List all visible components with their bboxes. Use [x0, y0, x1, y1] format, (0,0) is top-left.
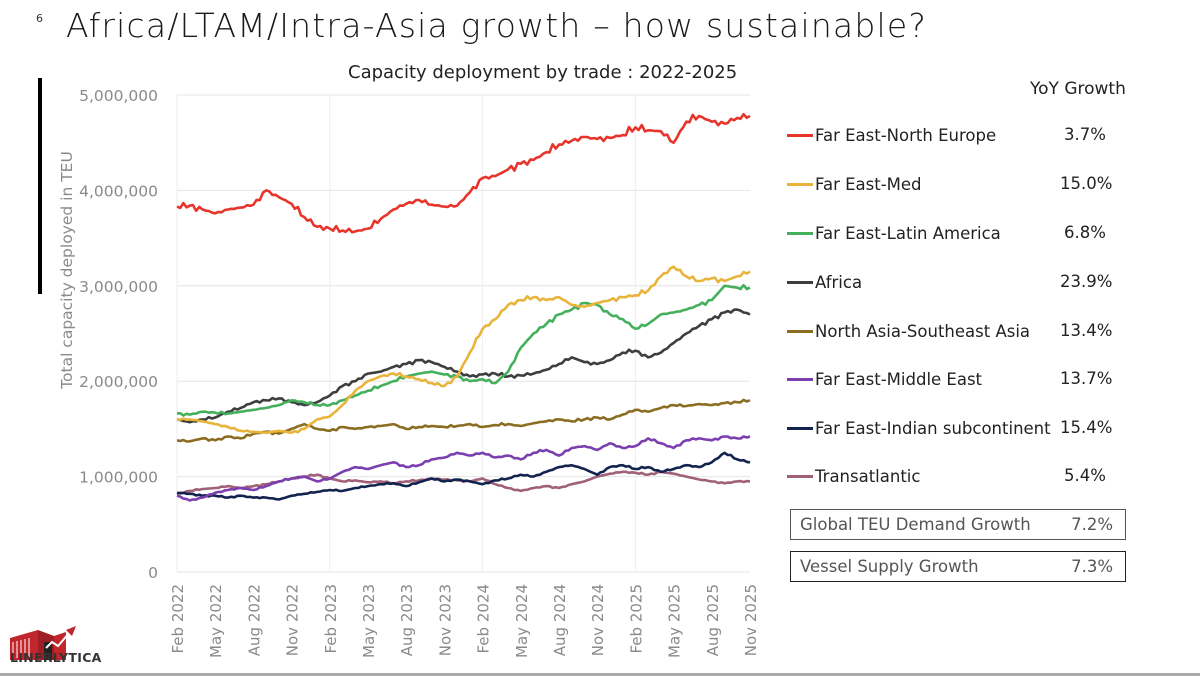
- supply-growth-label: Vessel Supply Growth: [800, 557, 979, 576]
- legend-label: Far East-Indian subcontinent: [815, 418, 1051, 438]
- legend-yoy-value: 15.0%: [1060, 174, 1113, 193]
- demand-growth-value: 7.2%: [1071, 515, 1113, 534]
- x-tick-label: May 2023: [360, 584, 378, 658]
- accent-bar: [38, 78, 42, 294]
- legend-swatch-icon: [787, 426, 813, 430]
- x-tick-label: Feb 2024: [475, 584, 493, 654]
- legend-label: Far East-Latin America: [815, 223, 1001, 243]
- y-tick-label: 2,000,000: [79, 373, 158, 391]
- series-line-north-asia-southeast-asia: [176, 398, 751, 443]
- x-tick-label: Aug 2025: [704, 584, 722, 656]
- legend-item: Far East-Middle East: [787, 368, 982, 390]
- series-line-far-east-latin-america: [176, 283, 751, 417]
- legend-yoy-value: 5.4%: [1064, 466, 1106, 485]
- y-axis-ticks: 0 1,000,000 2,000,000 3,000,000 4,000,000 5,0…: [79, 87, 158, 582]
- x-tick-label: May 2024: [513, 584, 531, 658]
- demand-growth-label: Global TEU Demand Growth: [800, 515, 1031, 534]
- x-tick-label: Aug 2023: [398, 584, 416, 656]
- series-line-far-east-north-europe: [176, 112, 751, 234]
- legend-swatch-icon: [787, 377, 813, 381]
- series-line-africa: [176, 308, 751, 424]
- legend-item: Far East-Indian subcontinent: [787, 417, 1051, 439]
- legend-label: Far East-Middle East: [815, 369, 983, 389]
- y-tick-label: 0: [148, 564, 158, 582]
- legend-swatch-icon: [787, 133, 813, 137]
- legend-swatch-icon: [787, 474, 813, 478]
- legend-yoy-value: 13.7%: [1060, 369, 1113, 388]
- legend-label: Africa: [815, 272, 863, 292]
- series-lines: [176, 112, 751, 502]
- legend-item: Far East-Med: [787, 173, 922, 195]
- y-tick-label: 4,000,000: [79, 182, 158, 200]
- legend-swatch-icon: [787, 182, 813, 186]
- legend-yoy-value: 3.7%: [1064, 125, 1106, 144]
- series-line-far-east-middle-east: [176, 435, 751, 502]
- x-axis-ticks: Feb 2022 May 2022 Aug 2022 Nov 2022 Feb 2023…: [169, 584, 760, 658]
- y-tick-label: 5,000,000: [79, 87, 158, 105]
- legend-swatch-icon: [787, 231, 813, 235]
- x-tick-label: Feb 2025: [627, 584, 645, 654]
- footer-divider: [0, 673, 1200, 676]
- x-tick-label: Nov 2022: [284, 584, 302, 656]
- legend-swatch-icon: [787, 329, 813, 333]
- x-tick-label: Aug 2022: [245, 584, 263, 656]
- series-line-far-east-med: [176, 265, 751, 435]
- legend-item: Far East-Latin America: [787, 222, 1001, 244]
- linerlytica-logo-icon: [10, 626, 76, 660]
- legend-item: Transatlantic: [787, 465, 920, 487]
- legend-yoy-value: 23.9%: [1060, 272, 1113, 291]
- x-tick-label: May 2022: [207, 584, 225, 658]
- x-tick-label: Nov 2023: [436, 584, 454, 656]
- y-tick-label: 1,000,000: [79, 469, 158, 487]
- x-tick-label: Nov 2024: [589, 584, 607, 656]
- grid-lines: [176, 94, 750, 573]
- legend-label: Transatlantic: [815, 466, 921, 486]
- legend-label: North Asia-Southeast Asia: [815, 321, 1031, 341]
- demand-growth-box: Global TEU Demand Growth 7.2%: [790, 509, 1126, 540]
- legend-item: Africa: [787, 271, 862, 293]
- x-tick-label: May 2025: [666, 584, 684, 658]
- legend-header: YoY Growth: [1030, 79, 1126, 99]
- legend-label: Far East-North Europe: [815, 125, 997, 145]
- x-tick-label: Feb 2023: [322, 584, 340, 654]
- series-line-transatlantic: [176, 470, 751, 496]
- legend-item: Far East-North Europe: [787, 124, 996, 146]
- legend-swatch-icon: [787, 280, 813, 284]
- logo-text: LINERLYTICA: [10, 650, 102, 665]
- legend-yoy-value: 6.8%: [1064, 223, 1106, 242]
- page-title: Africa/LTAM/Intra-Asia growth – how sust…: [66, 6, 928, 45]
- slide-number: 6: [36, 12, 43, 25]
- legend-label: Far East-Med: [815, 174, 922, 194]
- supply-growth-value: 7.3%: [1071, 557, 1113, 576]
- legend-yoy-value: 13.4%: [1060, 321, 1113, 340]
- x-tick-label: Feb 2022: [169, 584, 187, 654]
- x-tick-label: Aug 2024: [551, 584, 569, 656]
- y-tick-label: 3,000,000: [79, 278, 158, 296]
- legend-yoy-value: 15.4%: [1060, 418, 1113, 437]
- x-tick-label: Nov 2025: [742, 584, 760, 656]
- chart-title: Capacity deployment by trade : 2022-2025: [348, 62, 738, 83]
- series-line-far-east-indian-subcontinent: [176, 451, 751, 501]
- supply-growth-box: Vessel Supply Growth 7.3%: [790, 551, 1126, 582]
- legend-item: North Asia-Southeast Asia: [787, 320, 1030, 342]
